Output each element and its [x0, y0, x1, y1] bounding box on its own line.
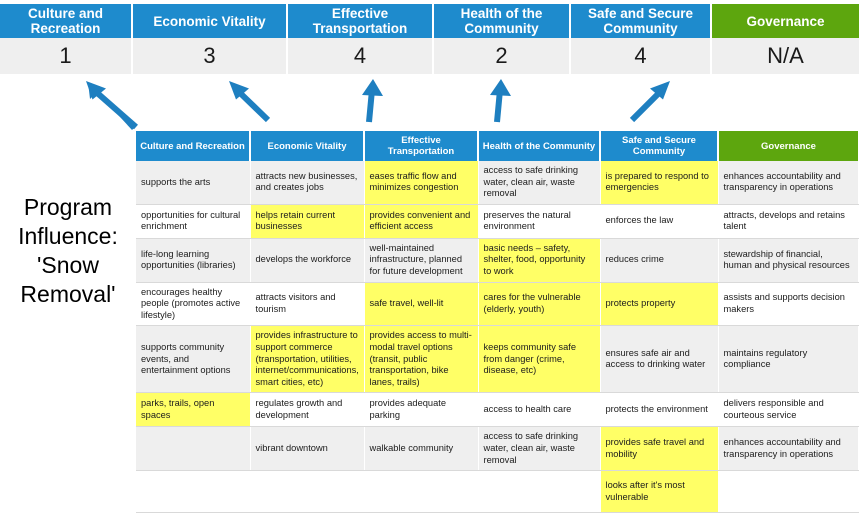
matrix-cell	[250, 470, 365, 513]
matrix-cell	[478, 470, 601, 513]
table-row: supports community events, and entertain…	[136, 325, 859, 394]
arrow-economic-vitality	[229, 81, 271, 123]
scorecard-header-label: Governance	[746, 13, 825, 29]
matrix-cell: ensures safe air and access to drinking …	[600, 325, 719, 394]
matrix-cell: protects the environment	[600, 392, 719, 428]
matrix-cell: vibrant downtown	[250, 426, 365, 472]
matrix-cell: attracts visitors and tourism	[250, 282, 365, 327]
scorecard-header-label: Safe and Secure Community	[587, 6, 694, 36]
matrix-cell: is prepared to respond to emergencies	[600, 161, 719, 205]
table-row: looks after it's most vulnerable	[136, 470, 859, 513]
arrow-culture-and-recreation	[86, 81, 138, 130]
matrix-cell: looks after it's most vulnerable	[600, 470, 719, 513]
scorecard-score-effective-transportation: 4	[288, 38, 434, 74]
matrix-cell: provides convenient and efficient access	[364, 204, 479, 239]
matrix-cell: access to health care	[478, 392, 601, 428]
matrix-cell: reduces crime	[600, 238, 719, 283]
scorecard-header-governance: Governance	[712, 4, 859, 38]
matrix-cell: life-long learning opportunities (librar…	[136, 238, 251, 283]
arrow-health-of-the-community	[490, 79, 511, 123]
matrix-header-effective-transportation: Effective Transportation	[364, 131, 479, 161]
matrix-header-health-of-the-community: Health of the Community	[478, 131, 601, 161]
caption-line-4: Removal'	[20, 281, 116, 307]
matrix-cell: opportunities for cultural enrichment	[136, 204, 251, 239]
matrix-cell: attracts, develops and retains talent	[718, 204, 859, 239]
scorecard-header-health-of-the-community: Health of the Community	[434, 4, 571, 38]
arrow-effective-transportation	[362, 79, 383, 123]
table-row: parks, trails, open spaces regulates grow…	[136, 392, 859, 428]
matrix-header-economic-vitality: Economic Vitality	[250, 131, 365, 161]
matrix-cell: parks, trails, open spaces	[136, 392, 251, 428]
matrix-cell: helps retain current businesses	[250, 204, 365, 239]
matrix-cell: develops the workforce	[250, 238, 365, 283]
matrix-header-row: Culture and Recreation Economic Vitality…	[136, 131, 858, 161]
matrix-cell	[136, 426, 251, 472]
arrow-safe-and-secure-community	[629, 81, 670, 123]
matrix-cell	[718, 470, 859, 513]
scorecard-header-economic-vitality: Economic Vitality	[133, 4, 288, 38]
matrix-cell: stewardship of financial, human and phys…	[718, 238, 859, 283]
matrix-cell: supports community events, and entertain…	[136, 325, 251, 394]
matrix-cell: maintains regulatory compliance	[718, 325, 859, 394]
matrix-cell: provides adequate parking	[364, 392, 479, 428]
matrix-cell: enhances accountability and transparency…	[718, 426, 859, 472]
scorecard-header-row: Culture and Recreation Economic Vitality…	[0, 4, 859, 38]
matrix-cell: provides access to multi-modal travel op…	[364, 325, 479, 394]
matrix-cell: well-maintained infrastructure, planned …	[364, 238, 479, 283]
program-influence-caption: Program Influence: 'Snow Removal'	[2, 193, 134, 309]
matrix-cell: assists and supports decision makers	[718, 282, 859, 327]
scorecard-score-culture-and-recreation: 1	[0, 38, 133, 74]
matrix-cell: walkable community	[364, 426, 479, 472]
matrix-header-governance: Governance	[718, 131, 858, 161]
caption-line-3: 'Snow	[37, 252, 99, 278]
matrix-cell: access to safe drinking water, clean air…	[478, 161, 601, 205]
scorecard-score-health-of-the-community: 2	[434, 38, 571, 74]
table-row: opportunities for cultural enrichment hel…	[136, 204, 859, 239]
matrix-cell: provides safe travel and mobility	[600, 426, 719, 472]
matrix-header-safe-and-secure-community: Safe and Secure Community	[600, 131, 719, 161]
matrix-cell	[364, 470, 479, 513]
table-row: vibrant downtown walkable community access…	[136, 426, 859, 472]
priority-scorecard: Culture and Recreation Economic Vitality…	[0, 4, 859, 74]
matrix-cell: enhances accountability and transparency…	[718, 161, 859, 205]
scorecard-header-effective-transportation: Effective Transportation	[288, 4, 434, 38]
scorecard-header-label: Effective Transportation	[312, 6, 408, 36]
matrix-cell	[136, 470, 251, 513]
matrix-cell: access to safe drinking water, clean air…	[478, 426, 601, 472]
table-row: supports the arts attracts new businesses…	[136, 161, 859, 205]
matrix-cell: preserves the natural environment	[478, 204, 601, 239]
arrow-layer	[86, 79, 670, 130]
matrix-cell: provides infrastructure to support comme…	[250, 325, 365, 394]
matrix-body: supports the arts attracts new businesses…	[136, 161, 859, 513]
matrix-cell: keeps community safe from danger (crime,…	[478, 325, 601, 394]
scorecard-header-label: Culture and Recreation	[27, 6, 103, 36]
caption-line-2: Influence:	[18, 223, 118, 249]
scorecard-score-safe-and-secure-community: 4	[571, 38, 712, 74]
scorecard-header-safe-and-secure-community: Safe and Secure Community	[571, 4, 712, 38]
scorecard-header-label: Health of the Community	[460, 6, 543, 36]
matrix-header-culture-and-recreation: Culture and Recreation	[136, 131, 251, 161]
table-row: life-long learning opportunities (librar…	[136, 238, 859, 283]
table-row: encourages healthy people (promotes acti…	[136, 282, 859, 327]
scorecard-header-culture-and-recreation: Culture and Recreation	[0, 4, 133, 38]
caption-line-1: Program	[23, 194, 113, 220]
matrix-cell: delivers responsible and courteous servi…	[718, 392, 859, 428]
matrix-cell: regulates growth and development	[250, 392, 365, 428]
influence-matrix-table: Culture and Recreation Economic Vitality…	[136, 131, 859, 513]
matrix-cell: encourages healthy people (promotes acti…	[136, 282, 251, 327]
matrix-cell: safe travel, well-lit	[364, 282, 479, 327]
scorecard-score-row: 1 3 4 2 4 N/A	[0, 38, 859, 74]
scorecard-score-economic-vitality: 3	[133, 38, 288, 74]
matrix-cell: enforces the law	[600, 204, 719, 239]
matrix-cell: attracts new businesses, and creates job…	[250, 161, 365, 205]
matrix-cell: eases traffic flow and minimizes congest…	[364, 161, 479, 205]
matrix-cell: protects property	[600, 282, 719, 327]
matrix-cell: basic needs – safety, shelter, food, opp…	[478, 238, 601, 283]
matrix-cell: supports the arts	[136, 161, 251, 205]
matrix-cell: cares for the vulnerable (elderly, youth…	[478, 282, 601, 327]
scorecard-header-label: Economic Vitality	[153, 13, 266, 29]
scorecard-score-governance: N/A	[712, 38, 859, 74]
